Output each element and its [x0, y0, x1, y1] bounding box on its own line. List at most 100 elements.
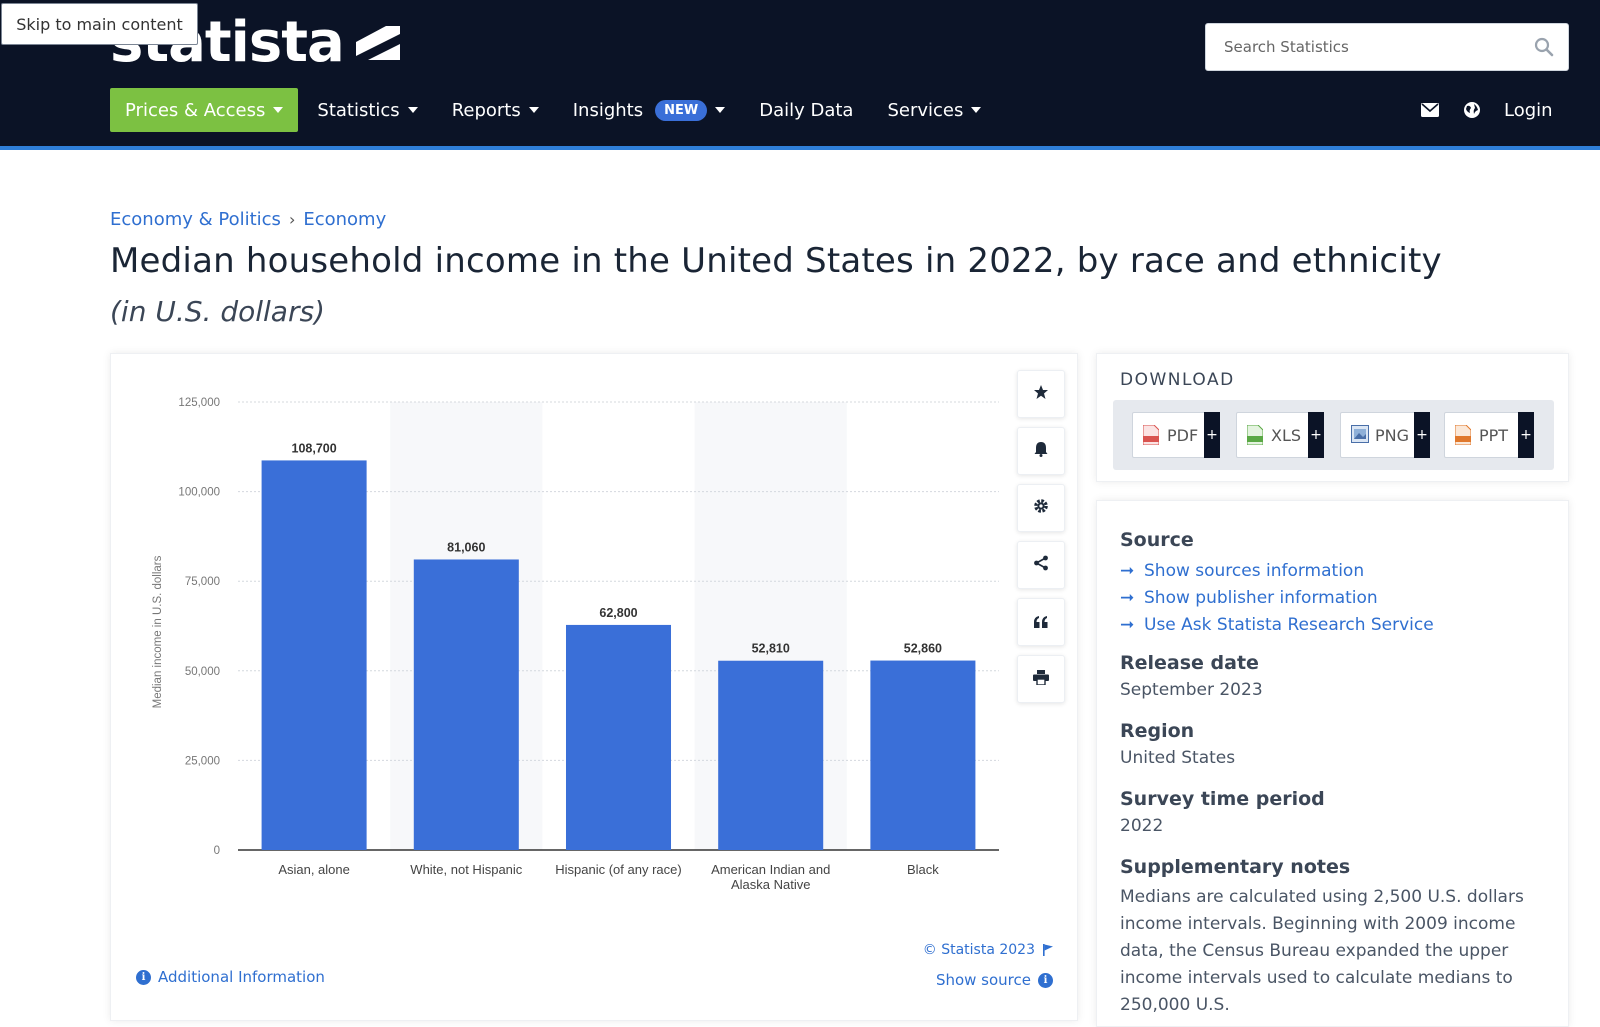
- statista-copyright[interactable]: © Statista 2023: [923, 942, 1053, 958]
- logo-mark-icon: [355, 26, 400, 70]
- supplementary-notes-heading: Supplementary notes: [1120, 856, 1351, 878]
- xls-file-icon: [1246, 424, 1264, 446]
- x-tick-label-line: Black: [907, 862, 939, 877]
- pdf-file-icon: [1142, 424, 1160, 446]
- print-icon: [1033, 669, 1049, 689]
- x-tick-label: Black: [907, 862, 939, 877]
- caret-down-icon: [407, 107, 418, 113]
- search-icon[interactable]: [1534, 37, 1554, 57]
- bar: [565, 624, 672, 850]
- bar-value-label: 81,060: [447, 540, 485, 554]
- search-box: [1205, 23, 1569, 71]
- arrow-right-icon: ➞: [1120, 587, 1135, 608]
- y-tick-label: 75,000: [185, 576, 220, 588]
- ppt-label: PPT: [1479, 425, 1509, 445]
- nav-insights[interactable]: Insights NEW: [556, 88, 742, 132]
- region-value: United States: [1120, 748, 1236, 768]
- new-badge: NEW: [655, 99, 708, 121]
- caret-down-icon: [971, 107, 982, 113]
- header-utilities: Login: [1420, 88, 1553, 132]
- quote-icon: [1034, 613, 1048, 632]
- favorite-button[interactable]: [1017, 370, 1065, 418]
- breadcrumb-economy-politics[interactable]: Economy & Politics: [110, 209, 281, 230]
- release-date-heading: Release date: [1120, 652, 1259, 674]
- nav-services-label: Services: [887, 99, 964, 121]
- mail-icon[interactable]: [1420, 100, 1440, 120]
- png-label: PNG: [1375, 425, 1410, 445]
- x-tick-label: Asian, alone: [278, 862, 350, 877]
- gear-icon: [1033, 498, 1049, 518]
- search-input[interactable]: [1224, 38, 1524, 56]
- research-service-link[interactable]: ➞ Use Ask Statista Research Service: [1120, 611, 1545, 638]
- share-button[interactable]: [1017, 541, 1065, 589]
- source-heading: Source: [1120, 529, 1194, 551]
- y-tick-label: 0: [214, 845, 220, 857]
- supplementary-notes-value: Medians are calculated using 2,500 U.S. …: [1120, 887, 1524, 1015]
- nav-reports-label: Reports: [451, 99, 521, 121]
- breadcrumb-separator-icon: ›: [288, 210, 296, 229]
- region-heading: Region: [1120, 720, 1195, 742]
- download-xls-button[interactable]: XLS +: [1236, 412, 1324, 458]
- source-section: Source ➞ Show sources information ➞ Show…: [1120, 529, 1545, 638]
- plus-icon: +: [1518, 412, 1534, 458]
- additional-information-link[interactable]: i Additional Information: [136, 968, 325, 986]
- copyright-text: © Statista 2023: [922, 942, 1035, 958]
- survey-period-value: 2022: [1120, 816, 1164, 836]
- globe-icon[interactable]: [1462, 100, 1482, 120]
- nav-insights-label: Insights: [572, 99, 644, 121]
- breadcrumb-economy[interactable]: Economy: [303, 209, 387, 230]
- x-tick-label: American Indian and Alaska Native: [711, 862, 830, 892]
- x-tick-label-line: American Indian and: [711, 862, 830, 877]
- x-tick-label: Hispanic (of any race): [555, 862, 681, 877]
- info-icon: i: [136, 969, 151, 985]
- bar-value-label: 52,860: [904, 642, 942, 656]
- cite-button[interactable]: [1017, 598, 1065, 646]
- nav-reports[interactable]: Reports: [435, 88, 556, 132]
- png-file-icon: [1351, 425, 1369, 445]
- chart-card: 0 25,000 50,000 75,000 100,000 125,000 Median …: [110, 353, 1078, 1021]
- print-button[interactable]: [1017, 655, 1065, 703]
- plus-icon: +: [1308, 412, 1324, 458]
- download-ppt-button[interactable]: PPT +: [1444, 412, 1534, 458]
- bar-value-label: 52,810: [752, 642, 790, 656]
- y-axis-label: Median income in U.S. dollars: [152, 555, 164, 708]
- show-source-link[interactable]: Show source i: [936, 971, 1053, 989]
- bar: [261, 460, 367, 850]
- download-card: DOWNLOAD PDF + XLS + PNG + PPT +: [1096, 353, 1569, 482]
- show-sources-link[interactable]: ➞ Show sources information: [1120, 557, 1545, 584]
- bell-icon: [1034, 441, 1048, 461]
- nav-prices-access-label: Prices & Access: [125, 99, 266, 121]
- bar: [870, 660, 976, 850]
- bar-chart: 0 25,000 50,000 75,000 100,000 125,000 Median …: [152, 397, 999, 892]
- x-tick-label-line: Asian, alone: [278, 862, 350, 877]
- notification-button[interactable]: [1017, 427, 1065, 475]
- settings-button[interactable]: [1017, 484, 1065, 532]
- show-publisher-label: Show publisher information: [1144, 587, 1378, 608]
- plus-icon: +: [1204, 412, 1220, 458]
- show-sources-label: Show sources information: [1144, 560, 1365, 581]
- download-pdf-button[interactable]: PDF +: [1132, 412, 1220, 458]
- y-tick-label: 50,000: [185, 666, 220, 678]
- ppt-file-icon: [1454, 424, 1472, 446]
- y-tick-label: 125,000: [178, 397, 220, 409]
- chart-toolbar: [1017, 370, 1065, 712]
- flag-icon: [1043, 944, 1053, 956]
- xls-label: XLS: [1271, 425, 1302, 445]
- skip-to-main-link[interactable]: Skip to main content: [1, 3, 198, 45]
- nav-daily-data-label: Daily Data: [759, 99, 854, 121]
- release-date-value: September 2023: [1120, 680, 1263, 700]
- show-publisher-link[interactable]: ➞ Show publisher information: [1120, 584, 1545, 611]
- login-link[interactable]: Login: [1504, 99, 1553, 121]
- x-tick-label-line: Alaska Native: [731, 877, 810, 892]
- arrow-right-icon: ➞: [1120, 560, 1135, 581]
- caret-down-icon: [273, 107, 284, 113]
- nav-statistics[interactable]: Statistics: [300, 88, 434, 132]
- nav-prices-access[interactable]: Prices & Access: [110, 88, 299, 132]
- download-png-button[interactable]: PNG +: [1340, 412, 1430, 458]
- pdf-label: PDF: [1167, 425, 1199, 445]
- page-subtitle: (in U.S. dollars): [110, 295, 325, 328]
- bar: [718, 660, 824, 850]
- nav-services[interactable]: Services: [870, 88, 998, 132]
- nav-daily-data[interactable]: Daily Data: [742, 88, 870, 132]
- nav-statistics-label: Statistics: [317, 99, 400, 121]
